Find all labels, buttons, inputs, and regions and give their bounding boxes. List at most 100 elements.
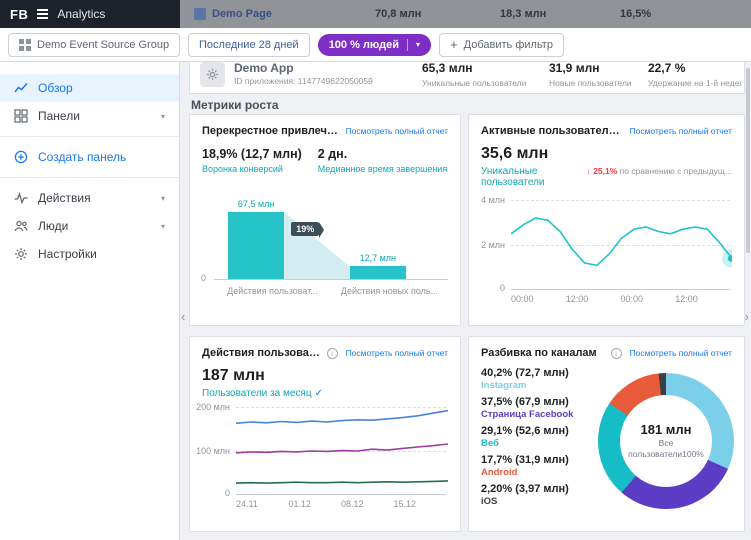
card-active-users: Активные пользователи: за п... Посмотрет… [468,114,745,326]
donut-caption-text: Все пользователи [628,438,683,459]
y-tick: 0 [224,488,230,498]
metric-label: Удержание на 1-й неделе [648,78,742,88]
y-tick: 200 млн [196,402,230,412]
date-range-button[interactable]: Последние 28 дней [188,32,310,57]
chevron-down-icon: ▾ [160,193,165,203]
gear-icon [15,248,27,260]
app-summary-row[interactable]: Demo App ID приложения: 1147749622050059… [189,62,745,94]
view-full-report-link[interactable]: Посмотреть полный отчет [345,126,448,136]
page-metric-value: 16,5% [620,8,652,20]
card-user-actions: Действия пользователя i Посмотреть полны… [189,336,461,532]
channel-item[interactable]: 17,7% (31,9 млн) Android [481,454,592,478]
line-chart-svg [236,409,448,484]
background-table-row: Demo Page 70,8 млн 18,3 млн 16,5% [180,0,751,28]
scroll-left-icon[interactable]: ‹ [181,309,186,324]
channel-item[interactable]: 2,20% (3,97 млн) iOS [481,483,592,507]
metric-big-value: 187 млн [202,367,265,384]
channel-value: 2,20% (3,97 млн) [481,483,569,495]
x-tick: 00:00 [620,294,644,304]
source-group-label: Demo Event Source Group [37,38,169,51]
page-metric-value: 70,8 млн [375,8,422,20]
people-icon [14,220,28,232]
channel-item[interactable]: 40,2% (72,7 млн) Instagram [481,367,592,391]
sidebar-item-create-panel[interactable]: Создать панель [0,143,179,171]
channel-value: 40,2% (72,7 млн) [481,367,569,379]
sidebar-item-actions[interactable]: Действия ▾ [0,184,179,212]
vertical-scrollbar[interactable] [746,68,750,253]
funnel-chart: 0 67,5 млн 12,7 млн 19% [201,190,448,283]
sidebar-item-label: Создать панель [38,150,127,164]
stat-label: Воронка конверсий [202,164,283,174]
funnel-value-label-1: 67,5 млн [237,199,275,210]
grid-icon [19,38,31,51]
donut-center: 181 млн Все пользователи100% [620,395,712,487]
channel-value: 37,5% (67,9 млн) [481,396,569,408]
channel-label: Android [481,467,518,478]
channel-label: Веб [481,438,499,449]
info-icon[interactable]: i [326,347,338,359]
conversion-badge: 19% [291,222,325,239]
funnel-bar-1[interactable] [228,212,285,279]
people-filter-label: 100 % людей [328,38,400,51]
sidebar-item-label: Люди [38,219,69,233]
page-name-link[interactable]: Demo Page [212,8,272,20]
chevron-down-icon: ▾ [416,39,421,49]
section-title: Метрики роста [191,98,279,112]
view-full-report-link[interactable]: Посмотреть полный отчет [345,348,448,358]
gridline [236,407,446,408]
app-metric: 65,3 млн Уникальные пользователи [422,62,526,88]
sidebar-item-label: Обзор [38,81,73,95]
user-actions-chart[interactable]: 200 млн 100 млн 0 [196,402,448,498]
plus-icon: + [450,37,458,52]
info-icon[interactable]: i [610,347,622,359]
sidebar-item-people[interactable]: Люди ▾ [0,212,179,240]
topbar-left: FB Analytics [0,0,180,28]
series-label[interactable]: Пользователи за месяц ✓ [202,388,323,399]
channel-item[interactable]: 29,1% (52,6 млн) Веб [481,425,592,449]
x-tick: 24.11 [236,499,258,509]
funnel-value-label-2: 12,7 млн [359,253,397,264]
sidebar-item-label: Действия [38,191,91,205]
funnel-stat: 18,9% (12,7 млн) Воронка конверсий [202,147,302,174]
sidebar-item-settings[interactable]: Настройки [0,240,179,268]
gridline [511,244,730,246]
funnel-stat: 2 дн. Медианное время завершения [318,147,447,174]
view-full-report-link[interactable]: Посмотреть полный отчет [629,126,732,136]
channel-item[interactable]: 37,5% (67,9 млн) Страница Facebook [481,396,592,420]
channel-label: iOS [481,496,498,507]
add-filter-button[interactable]: + Добавить фильтр [439,32,564,57]
date-range-label: Последние 28 дней [199,38,299,51]
plus-circle-icon [14,150,28,164]
channel-label: Страница Facebook [481,409,574,420]
divider [407,38,409,51]
app-name[interactable]: Demo App [234,62,294,75]
metric-value: 65,3 млн [422,62,473,75]
event-source-group-button[interactable]: Demo Event Source Group [8,32,180,57]
funnel-bar-2[interactable] [349,266,406,279]
card-title: Действия пользователя [202,347,321,359]
metric-value: 22,7 % [648,62,686,75]
scroll-right-icon[interactable]: › [744,309,749,324]
app-title: Analytics [57,7,106,21]
channel-value: 17,7% (31,9 млн) [481,454,569,466]
menu-icon[interactable] [37,9,49,19]
people-filter-button[interactable]: 100 % людей ▾ [317,33,432,56]
app-avatar [200,62,225,87]
facebook-logo[interactable]: FB [10,6,29,22]
donut-chart[interactable]: 181 млн Все пользователи100% [598,373,734,509]
app-metric: 22,7 % Удержание на 1-й неделе [648,62,742,88]
divider [0,177,179,178]
main-content: Demo App ID приложения: 1147749622050059… [181,62,751,540]
active-users-chart[interactable]: 4 млн 2 млн 0 [481,195,732,293]
view-full-report-link[interactable]: Посмотреть полный отчет [629,348,732,358]
gear-icon [206,68,219,81]
sidebar-item-panels[interactable]: Панели ▾ [0,102,179,130]
x-tick: 15.12 [393,499,417,509]
divider [0,136,179,137]
y-tick: 100 млн [196,445,230,456]
channel-list: 40,2% (72,7 млн) Instagram 37,5% (67,9 м… [481,367,592,512]
sidebar-item-overview[interactable]: Обзор [0,74,179,102]
change-value: ↓ 25,1% [586,166,618,176]
add-filter-label: Добавить фильтр [463,38,553,51]
line-chart-icon [14,82,28,93]
